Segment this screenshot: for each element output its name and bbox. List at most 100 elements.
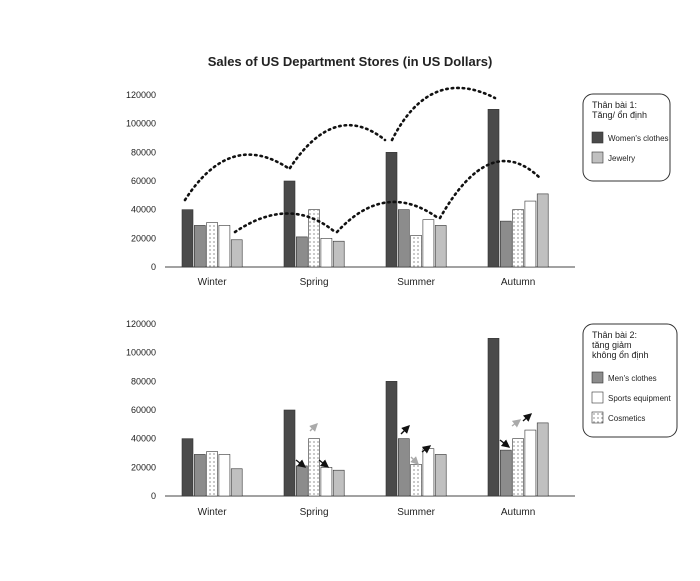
y-tick-label: 40000 (131, 434, 156, 444)
trend-arrow (499, 439, 511, 448)
x-category-label: Winter (198, 277, 228, 288)
x-category-label: Spring (300, 277, 329, 288)
bar-jewelry-autumn (536, 193, 549, 268)
x-category-label: Winter (198, 507, 228, 518)
legend-swatch (591, 371, 604, 384)
legend-label: Men's clothes (608, 374, 657, 383)
bar-cosmetics-summer (410, 464, 422, 497)
legend-title: Thân bài 1: (592, 100, 637, 110)
trend-arc (183, 153, 290, 202)
bar-womens-clothes-winter (181, 209, 194, 268)
y-tick-label: 60000 (131, 176, 156, 186)
bar-sports-equipment-autumn (524, 200, 537, 268)
legend-swatch (591, 151, 604, 164)
trend-arc (438, 159, 542, 220)
bar-jewelry-autumn (536, 422, 549, 497)
bar-mens-clothes-autumn (499, 220, 512, 268)
trend-arrow (511, 419, 522, 428)
bar-jewelry-summer (434, 225, 447, 268)
y-tick-label: 100000 (126, 348, 156, 358)
bar-womens-clothes-autumn (487, 338, 500, 497)
trend-arc (233, 212, 337, 234)
bar-womens-clothes-spring (283, 180, 296, 268)
bar-mens-clothes-summer (397, 438, 410, 497)
bar-cosmetics-autumn (512, 209, 524, 268)
bar-jewelry-spring (332, 240, 345, 268)
trend-arrow (400, 425, 410, 435)
bar-cosmetics-spring (308, 209, 320, 268)
trend-arrow (410, 456, 419, 465)
bar-cosmetics-autumn (512, 438, 524, 497)
bar-sports-equipment-summer (422, 219, 435, 268)
chart-panel-1: 0 20000 40000 60000 80000 100000 120000 Winter S… (126, 90, 671, 288)
legend-title: Thân bài 2: (592, 330, 637, 340)
bar-jewelry-summer (434, 454, 447, 497)
x-category-label: Autumn (501, 277, 535, 288)
x-category-label: Spring (300, 507, 329, 518)
y-tick-label: 0 (151, 491, 156, 501)
bar-cosmetics-summer (410, 235, 422, 268)
bar-sports-equipment-autumn (524, 429, 537, 497)
bar-womens-clothes-winter (181, 438, 194, 497)
chart-title: Sales of US Department Stores (in US Dol… (208, 54, 493, 69)
bar-mens-clothes-spring (295, 465, 308, 497)
x-category-label: Summer (397, 507, 435, 518)
legend-label: Jewelry (608, 154, 635, 163)
trend-arrow (295, 459, 307, 468)
y-tick-label: 120000 (126, 319, 156, 329)
bar-mens-clothes-winter (194, 225, 206, 268)
bar-sports-equipment-winter (218, 225, 231, 268)
legend-label: Cosmetics (608, 414, 645, 423)
y-tick-label: 60000 (131, 405, 156, 415)
y-tick-label: 20000 (131, 233, 156, 243)
legend-title: tăng giảm (592, 340, 632, 350)
x-category-label: Summer (397, 277, 435, 288)
legend-swatch (591, 411, 604, 424)
legend-box (582, 323, 678, 438)
y-tick-label: 20000 (131, 462, 156, 472)
legend-swatch (591, 131, 604, 144)
bar-mens-clothes-autumn (499, 449, 512, 497)
bar-jewelry-spring (332, 469, 345, 497)
trend-arrow (522, 413, 533, 422)
trend-arrows (295, 413, 533, 468)
legend-title: Tăng/ ổn định (592, 110, 647, 120)
bar-sports-equipment-summer (422, 448, 435, 497)
legend-swatch (591, 391, 604, 404)
bar-womens-clothes-summer (385, 381, 398, 497)
trend-arrow (309, 423, 318, 432)
y-tick-label: 80000 (131, 376, 156, 386)
bar-cosmetics-winter (206, 222, 218, 268)
bar-sports-equipment-spring (320, 467, 333, 497)
legend-box (582, 93, 671, 182)
chart-panel-2: 0 20000 40000 60000 80000 100000 120000 Winter S… (126, 319, 678, 518)
bar-mens-clothes-winter (194, 454, 206, 497)
bar-sports-equipment-spring (320, 238, 333, 268)
trend-arc (335, 200, 440, 234)
bar-cosmetics-winter (206, 451, 218, 497)
y-tick-label: 40000 (131, 205, 156, 215)
trend-arc (288, 124, 387, 170)
charts-group: 0 20000 40000 60000 80000 100000 120000 Winter S… (126, 86, 678, 518)
bar-cosmetics-spring (308, 438, 320, 497)
y-tick-label: 120000 (126, 90, 156, 100)
trend-arc (390, 86, 497, 142)
trend-arrow (318, 459, 330, 468)
legend-label: Women's clothes (608, 134, 669, 143)
trend-arcs (183, 86, 542, 234)
legend: Thân bài 1:Tăng/ ổn định Women's clothes J… (582, 93, 671, 182)
bar-jewelry-winter (230, 468, 243, 497)
bar-sports-equipment-winter (218, 454, 231, 497)
bar-mens-clothes-summer (397, 209, 410, 268)
y-tick-label: 100000 (126, 119, 156, 129)
y-tick-label: 80000 (131, 147, 156, 157)
bar-womens-clothes-spring (283, 409, 296, 497)
legend-label: Sports equipment (608, 394, 671, 403)
x-category-label: Autumn (501, 507, 535, 518)
y-tick-label: 0 (151, 262, 156, 272)
bar-womens-clothes-summer (385, 152, 398, 268)
bar-womens-clothes-autumn (487, 109, 500, 268)
bar-mens-clothes-spring (295, 236, 308, 268)
